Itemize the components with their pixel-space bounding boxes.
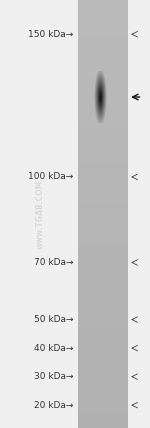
Text: www.TGAB.COM: www.TGAB.COM — [36, 179, 45, 249]
Text: 40 kDa→: 40 kDa→ — [34, 344, 74, 353]
Text: 150 kDa→: 150 kDa→ — [28, 30, 74, 39]
Text: 70 kDa→: 70 kDa→ — [34, 258, 74, 267]
Text: 20 kDa→: 20 kDa→ — [34, 401, 74, 410]
Text: 50 kDa→: 50 kDa→ — [34, 315, 74, 324]
Text: 100 kDa→: 100 kDa→ — [28, 172, 74, 181]
Text: 30 kDa→: 30 kDa→ — [34, 372, 74, 381]
